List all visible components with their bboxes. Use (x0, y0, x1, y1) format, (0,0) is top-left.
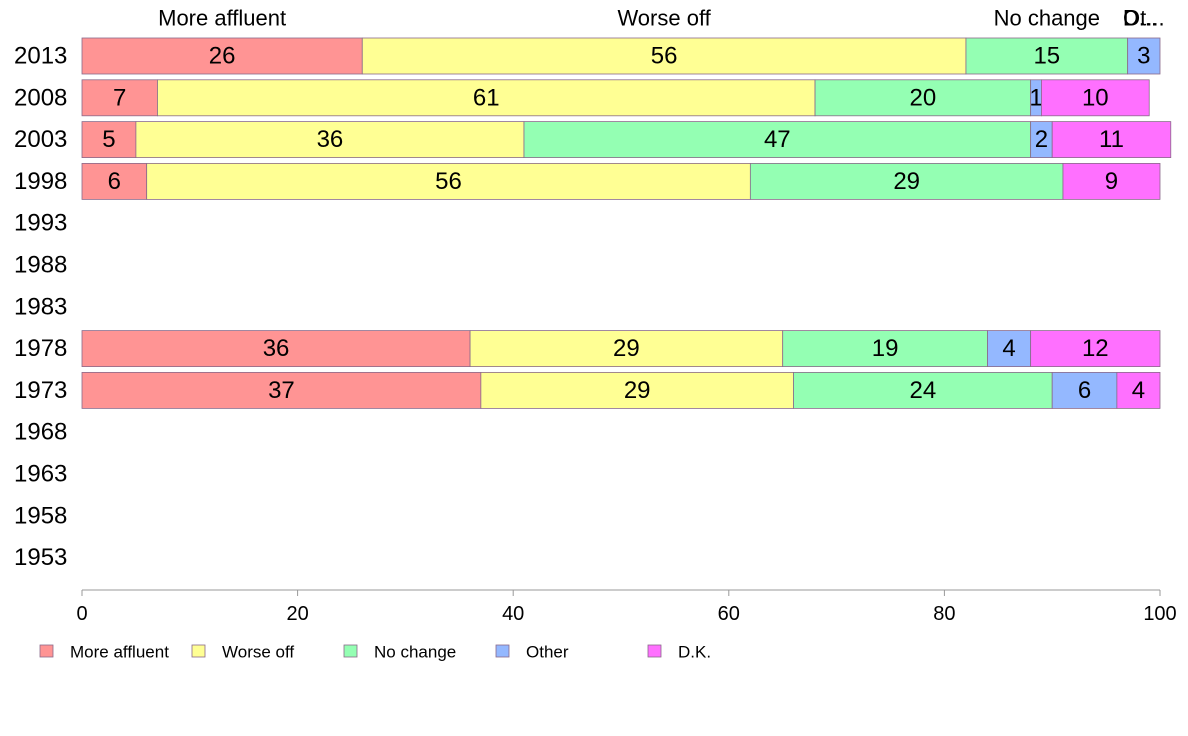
bar-label-1978-other: 4 (1002, 335, 1015, 362)
legend-label-d-k: D.K. (678, 643, 711, 662)
bar-label-2008-worse-off: 61 (473, 84, 500, 111)
bar-1973-more-affluent (81, 371, 482, 409)
x-tick-label-40: 40 (502, 603, 524, 625)
legend-swatch-no-change (343, 644, 358, 658)
legend-label-no-change: No change (374, 643, 456, 662)
bar-1978-d-k (1030, 330, 1161, 368)
bar-1998-worse-off (146, 162, 751, 200)
bar-label-2008-other: 1 (1029, 84, 1042, 111)
bar-label-1998-d-k: 9 (1105, 168, 1118, 195)
bar-label-1973-other: 6 (1078, 377, 1091, 404)
bar-1973-no-change (793, 371, 1053, 409)
bar-label-1973-worse-off: 29 (624, 377, 651, 404)
bar-2013-other (1127, 37, 1161, 75)
bar-2008-d-k (1041, 79, 1150, 117)
legend-swatch-worse-off (191, 644, 206, 658)
top-label-other: Ot... (1123, 6, 1165, 31)
bar-label-2008-more-affluent: 7 (113, 84, 126, 111)
category-label-1983: 1983 (14, 293, 67, 320)
bar-label-2003-other: 2 (1035, 126, 1048, 153)
legend-label-more-affluent: More affluent (70, 643, 169, 662)
bar-label-2008-no-change: 20 (909, 84, 936, 111)
bar-2008-more-affluent (81, 79, 158, 117)
legend-label-worse-off: Worse off (222, 643, 294, 662)
bar-label-1998-more-affluent: 6 (108, 168, 121, 195)
bar-2013-more-affluent (81, 37, 363, 75)
bar-label-1978-more-affluent: 36 (263, 335, 290, 362)
x-tick-label-80: 80 (933, 603, 955, 625)
category-label-2013: 2013 (14, 43, 67, 70)
bar-label-2003-d-k: 11 (1099, 126, 1124, 153)
top-label-worse-off: Worse off (617, 6, 711, 31)
bar-label-2013-other: 3 (1137, 43, 1150, 70)
bar-label-2003-more-affluent: 5 (102, 126, 115, 153)
category-label-2008: 2008 (14, 84, 67, 111)
bar-label-2013-more-affluent: 26 (209, 43, 236, 70)
category-label-1973: 1973 (14, 377, 67, 404)
x-tick-label-60: 60 (718, 603, 740, 625)
category-label-1953: 1953 (14, 544, 67, 571)
bar-1978-other (987, 330, 1032, 368)
top-label-more-affluent: More affluent (158, 6, 286, 31)
bar-2003-d-k (1051, 121, 1172, 158)
bar-label-2008-d-k: 10 (1082, 84, 1109, 111)
bar-label-1978-no-change: 19 (872, 335, 899, 362)
category-label-1968: 1968 (14, 419, 67, 446)
bar-label-1973-more-affluent: 37 (268, 377, 295, 404)
category-label-1993: 1993 (14, 210, 67, 237)
bar-2013-worse-off (361, 37, 967, 75)
bar-1973-worse-off (480, 371, 794, 409)
category-label-2003: 2003 (14, 126, 67, 153)
bar-1998-d-k (1062, 162, 1161, 200)
bar-2003-more-affluent (81, 121, 137, 158)
bar-1973-d-k (1116, 371, 1161, 409)
x-tick-label-20: 20 (286, 603, 308, 625)
category-label-1988: 1988 (14, 252, 67, 279)
bar-1978-worse-off (469, 330, 784, 368)
bar-label-1998-no-change: 29 (893, 168, 920, 195)
x-tick-label-100: 100 (1143, 603, 1176, 625)
legend-swatch-other (495, 644, 510, 658)
bar-1978-no-change (782, 330, 988, 368)
bar-2003-no-change (523, 121, 1032, 158)
bar-label-1978-d-k: 12 (1082, 335, 1109, 362)
bar-2008-no-change (814, 79, 1032, 117)
bar-label-1973-no-change: 24 (909, 377, 936, 404)
legend-swatch-d-k (647, 644, 662, 658)
bar-label-1998-worse-off: 56 (435, 168, 462, 195)
top-label-d-k: D... (1123, 6, 1157, 31)
bar-1978-more-affluent (81, 330, 471, 368)
category-label-1963: 1963 (14, 461, 67, 488)
legend-swatch-more-affluent (39, 644, 54, 658)
x-tick-label-0: 0 (76, 603, 87, 625)
bar-label-2013-no-change: 15 (1033, 43, 1060, 70)
top-label-no-change: No change (994, 6, 1100, 31)
bar-2008-worse-off (157, 79, 816, 117)
bar-2003-worse-off (135, 121, 525, 158)
bar-label-2003-no-change: 47 (764, 126, 791, 153)
bar-label-2003-worse-off: 36 (317, 126, 344, 153)
bar-label-1978-worse-off: 29 (613, 335, 640, 362)
bar-1998-no-change (749, 162, 1064, 200)
bar-label-2013-worse-off: 56 (651, 43, 678, 70)
bar-1973-other (1051, 371, 1118, 409)
bar-2013-no-change (965, 37, 1129, 75)
legend-label-other: Other (526, 643, 569, 662)
category-label-1958: 1958 (14, 502, 67, 529)
category-label-1998: 1998 (14, 168, 67, 195)
category-label-1978: 1978 (14, 335, 67, 362)
bar-label-1973-d-k: 4 (1132, 377, 1145, 404)
